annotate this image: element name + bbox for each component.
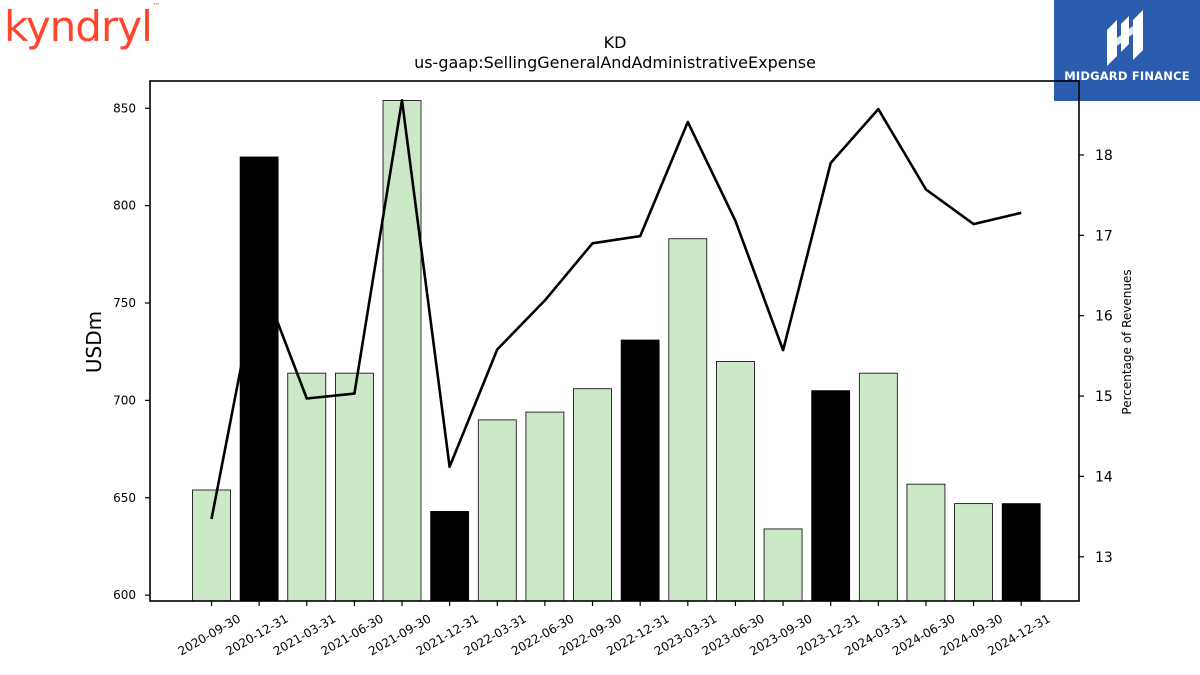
y2-tick-label: 16 <box>1095 309 1113 325</box>
bar <box>192 489 231 602</box>
plot-frame <box>149 80 1080 602</box>
y-axis-label: USDm <box>82 311 106 373</box>
chart-subtitle: us-gaap:SellingGeneralAndAdministrativeE… <box>414 53 816 72</box>
y2-tick-label: 14 <box>1095 469 1113 485</box>
bar <box>858 372 898 602</box>
y2-tick-label: 17 <box>1095 228 1113 244</box>
y-tick-label: 700 <box>113 393 136 407</box>
y-tick-label: 750 <box>113 296 136 310</box>
chart-title: KD <box>604 33 627 52</box>
bar <box>430 511 470 602</box>
bar <box>334 372 374 602</box>
brand-logo-tm: ™ <box>152 2 160 10</box>
bar <box>716 361 755 602</box>
bar <box>620 339 660 602</box>
brand-logo-text: kyndryl <box>4 2 153 51</box>
y2-axis-label: Percentage of Revenues <box>1120 269 1134 414</box>
brand-logo: kyndryl™ <box>4 2 160 51</box>
bar <box>668 238 708 602</box>
bar <box>763 528 803 602</box>
bar <box>573 388 612 602</box>
revenue-percentage-line <box>210 99 1022 520</box>
bar <box>287 372 327 602</box>
bars <box>192 100 1041 602</box>
y-tick-label: 850 <box>113 101 136 115</box>
y2-tick-label: 13 <box>1095 550 1113 566</box>
bar <box>954 503 993 602</box>
bar <box>906 483 946 602</box>
y2-tick-label: 18 <box>1095 148 1113 164</box>
y2-tick-label: 15 <box>1095 389 1113 405</box>
bar <box>525 411 565 602</box>
y-tick-label: 600 <box>113 588 136 602</box>
bar <box>382 100 422 602</box>
line-series <box>210 99 1022 520</box>
midgard-m-icon <box>1107 10 1143 66</box>
bar <box>239 156 279 602</box>
publisher-name: MIDGARD FINANCE <box>1064 69 1190 83</box>
bar <box>1001 503 1041 602</box>
y-tick-label: 650 <box>113 491 136 505</box>
bar <box>477 419 517 602</box>
bar <box>811 390 851 602</box>
y-tick-label: 800 <box>113 199 136 213</box>
